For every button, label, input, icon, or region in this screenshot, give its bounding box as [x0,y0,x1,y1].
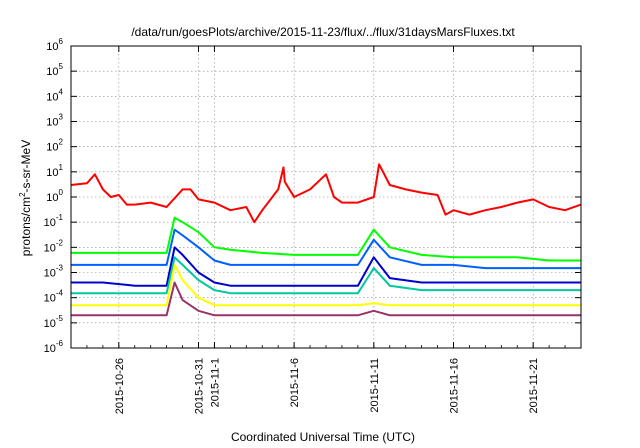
series-line-6 [71,263,581,307]
x-tick-label: 2015-11-21 [528,358,540,413]
y-tick-base: 10 [44,268,56,280]
y-tick-base: 10 [46,117,58,129]
grid [71,46,581,348]
y-tick-label: 102 [46,138,63,154]
x-tick-label: 2015-10-26 [114,358,126,414]
x-tick-label: 2015-11-1 [209,358,221,407]
series-line-5 [71,256,581,295]
y-tick-exp: -2 [56,238,64,247]
y-tick-base: 10 [46,167,58,179]
y-tick-exp: -6 [56,339,64,348]
series-line-2 [71,216,581,262]
y-tick-label: 10-3 [44,264,64,280]
y-tick-base: 10 [46,192,58,204]
y-tick-base: 10 [44,217,56,229]
y-tick-base: 10 [44,318,56,330]
series-line-3 [71,228,581,270]
y-tick-exp: 2 [59,138,64,147]
y-axis-label-base: protons/cm [19,197,33,256]
x-tick-label: 2015-11-6 [289,358,301,407]
y-tick-label: 10-2 [44,238,64,254]
y-tick-exp: 3 [59,113,64,122]
series-line-4 [71,246,581,287]
y-axis-label: protons/cm2-s-sr-MeV [18,140,33,256]
y-tick-exp: 6 [59,37,64,46]
x-axis: 2015-10-26 2015-10-31 2015-11-1 2015-11-6 20… [70,46,582,414]
y-tick-base: 10 [46,66,58,78]
x-axis-label: Coordinated Universal Time (UTC) [231,430,415,444]
y-tick-base: 10 [46,41,58,53]
y-tick-label: 101 [46,163,63,179]
y-tick-label: 10-5 [44,314,64,330]
y-tick-label: 106 [46,37,63,53]
series-line-1 [70,163,582,224]
chart-title: /data/run/goesPlots/archive/2015-11-23/f… [131,25,515,39]
y-tick-label: 104 [46,87,63,103]
y-tick-exp: 1 [59,163,64,172]
y-tick-exp: 4 [59,87,64,96]
y-tick-label: 10-6 [44,339,64,355]
x-tick-label: 2015-11-16 [449,358,461,413]
y-tick-exp: -1 [56,213,64,222]
y-axis: 10-610-510-410-310-210-11001011021031041… [44,37,581,355]
y-tick-exp: 5 [59,62,64,71]
y-tick-exp: -5 [56,314,64,323]
y-tick-label: 103 [46,113,63,129]
y-tick-label: 10-1 [44,213,64,229]
x-tick-label: 2015-11-11 [369,358,381,413]
y-tick-exp: 0 [59,188,64,197]
x-tick-label: 2015-10-31 [194,358,206,414]
y-tick-exp: -4 [56,289,64,298]
y-axis-label-sup: 2 [18,192,27,197]
series-group [70,163,582,317]
y-tick-base: 10 [46,91,58,103]
y-tick-base: 10 [44,293,56,305]
y-tick-base: 10 [44,343,56,355]
y-tick-base: 10 [44,242,56,254]
y-tick-label: 105 [46,62,63,78]
y-tick-base: 10 [46,142,58,154]
y-tick-label: 10-4 [44,289,64,305]
y-tick-label: 100 [46,188,63,204]
series-line-7 [71,281,581,317]
y-axis-label-rest: -s-sr-MeV [19,140,33,193]
y-tick-exp: -3 [56,264,64,273]
